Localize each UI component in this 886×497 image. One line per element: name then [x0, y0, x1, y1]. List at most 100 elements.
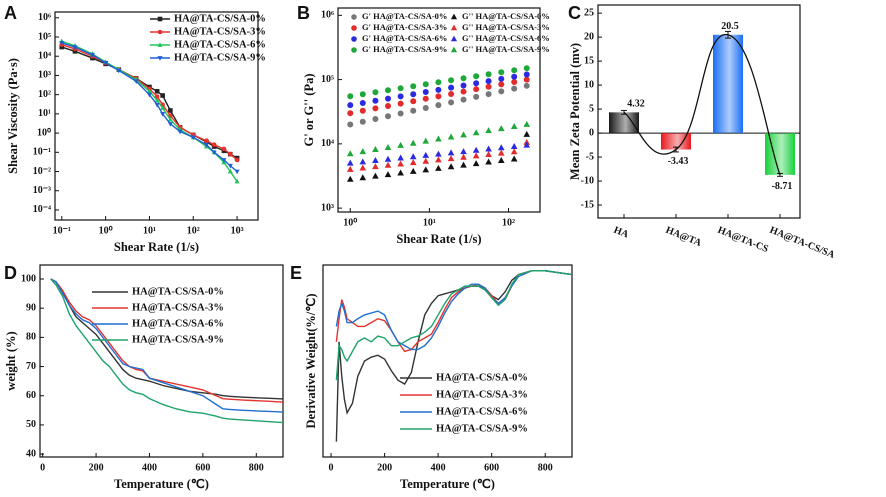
y-axis-title: Shear Viscosity (Pa·s): [6, 58, 20, 174]
marker: [347, 102, 354, 109]
marker: [146, 92, 152, 98]
x-axis-title: Temperature (℃): [400, 477, 495, 491]
y-tick-label: -5: [586, 151, 594, 162]
marker: [351, 25, 357, 31]
x-tick-label: 10²: [502, 217, 515, 228]
y-axis-title: Derivative Weight(%/℃): [304, 294, 318, 429]
y-tick-label: 20: [584, 31, 594, 42]
marker: [460, 75, 467, 82]
series-line: [335, 270, 573, 351]
marker: [472, 129, 480, 136]
marker: [472, 146, 480, 153]
panel-label: B: [297, 3, 310, 23]
marker: [422, 95, 429, 102]
marker: [359, 91, 366, 98]
marker: [435, 93, 442, 100]
legend-label: HA@TA-CS/SA-3%: [174, 26, 266, 37]
marker: [435, 135, 442, 142]
marker: [510, 155, 518, 162]
panel-label: C: [568, 3, 581, 23]
bar: [713, 34, 743, 134]
marker: [460, 148, 467, 155]
marker: [351, 47, 357, 53]
series-line: [335, 270, 573, 442]
data-label: -8.71: [772, 181, 793, 192]
plot-frame: [597, 4, 801, 219]
marker: [409, 167, 417, 174]
marker: [157, 29, 163, 35]
marker: [435, 164, 442, 171]
marker: [384, 155, 392, 162]
y-tick-label: -15: [581, 199, 594, 210]
legend-label: HA@TA-CS/SA-6%: [132, 318, 224, 329]
y-tick-label: 10⁶: [38, 12, 51, 23]
marker: [347, 121, 354, 128]
x-tick-label: 0: [40, 462, 45, 473]
marker: [511, 85, 518, 92]
y-tick-label: 10⁵: [38, 31, 51, 42]
marker: [498, 88, 505, 95]
marker: [497, 144, 505, 151]
marker: [422, 166, 430, 173]
marker: [410, 91, 417, 98]
marker: [485, 78, 492, 85]
marker: [409, 159, 417, 166]
marker: [448, 90, 455, 97]
marker: [203, 142, 209, 148]
marker: [359, 107, 366, 114]
y-axis-title: Mean Zeta Potential (mv): [568, 43, 582, 180]
y-tick-label: 10⁻³: [33, 185, 51, 196]
x-tick-label: 400: [142, 462, 157, 473]
marker: [351, 36, 357, 42]
series-line: [50, 278, 284, 403]
legend-label: HA@TA-CS/SA-6%: [174, 39, 266, 50]
marker: [384, 171, 392, 178]
marker: [160, 93, 165, 98]
marker: [397, 100, 404, 107]
marker: [497, 156, 505, 163]
marker: [372, 105, 379, 112]
data-label: -3.43: [668, 156, 689, 167]
marker: [372, 89, 379, 96]
series-line: [335, 270, 573, 381]
y-tick-label: 50: [26, 419, 36, 430]
y-tick-label: 10⁻¹: [33, 147, 51, 158]
marker: [372, 97, 379, 104]
y-tick-label: 10⁴: [38, 51, 51, 62]
marker: [227, 168, 233, 174]
marker: [435, 102, 442, 109]
marker: [385, 113, 392, 120]
marker: [359, 118, 366, 125]
data-label: 4.32: [627, 99, 645, 110]
marker: [523, 82, 530, 89]
marker: [447, 155, 455, 162]
legend-label: G' HA@TA-CS/SA-0%: [362, 11, 447, 21]
marker: [523, 130, 531, 137]
y-tick-label: -10: [581, 175, 594, 186]
marker: [485, 145, 492, 152]
marker: [154, 102, 160, 108]
legend-label: G'' HA@TA-CS/SA-3%: [462, 22, 550, 32]
marker: [359, 174, 367, 181]
x-tick-label: 10¹: [423, 217, 436, 228]
marker: [510, 142, 518, 149]
marker: [359, 164, 367, 171]
marker: [485, 91, 492, 98]
marker: [485, 158, 492, 165]
y-tick-label: 100: [21, 273, 36, 284]
x-tick-label: 10³: [231, 225, 244, 236]
plot-frame: [337, 7, 541, 213]
legend-label: G'' HA@TA-CS/SA-0%: [462, 11, 550, 21]
x-tick-label: 10⁰: [99, 225, 113, 236]
marker: [448, 84, 455, 91]
x-tick-label: 200: [89, 462, 104, 473]
marker: [422, 81, 429, 88]
marker: [472, 160, 480, 167]
y-tick-label: 90: [26, 302, 36, 313]
marker: [227, 163, 233, 169]
x-tick-label: HA@TA-CS: [716, 225, 770, 255]
x-tick-label: 800: [249, 462, 264, 473]
marker: [167, 116, 173, 122]
marker: [103, 61, 109, 66]
